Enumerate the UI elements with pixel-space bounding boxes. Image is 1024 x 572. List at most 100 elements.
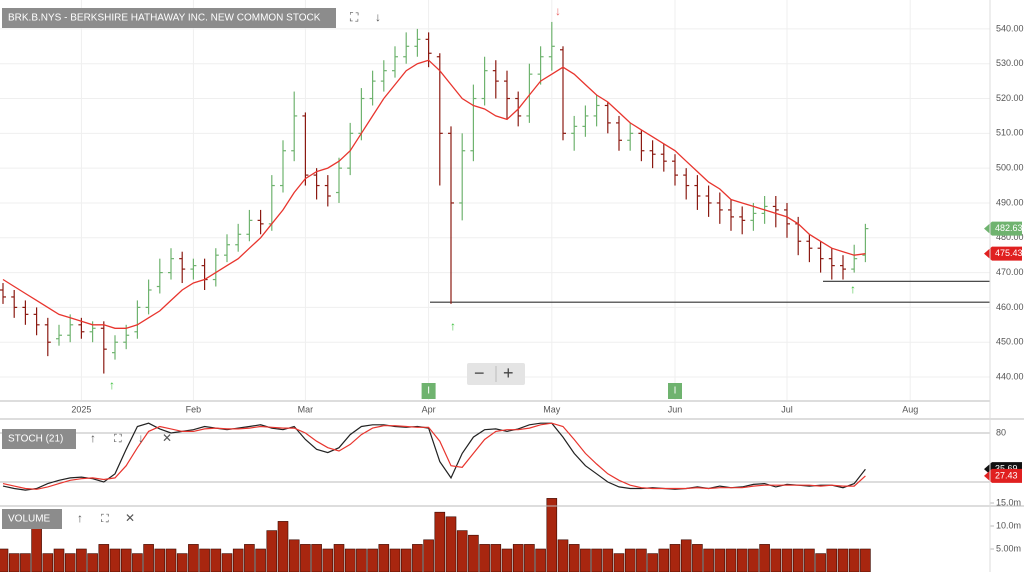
volume-bar bbox=[42, 553, 54, 572]
volume-bar bbox=[636, 548, 647, 572]
panel-title-box bbox=[2, 509, 62, 529]
volume-bar bbox=[232, 548, 244, 572]
volume-bar bbox=[266, 530, 278, 572]
move-down-icon[interactable]: ↓ bbox=[138, 431, 144, 445]
volume-bar bbox=[322, 548, 334, 572]
volume-bar bbox=[356, 548, 367, 572]
volume-bar bbox=[20, 553, 31, 572]
volume-bar bbox=[792, 548, 804, 572]
volume-bar bbox=[288, 539, 300, 572]
y-tick-label: 450.00 bbox=[996, 337, 1024, 347]
volume-bar bbox=[815, 553, 826, 572]
y-tick-label: 460.00 bbox=[996, 302, 1024, 312]
volume-bar bbox=[714, 548, 726, 572]
volume-bar bbox=[199, 548, 210, 572]
y-tick-label: 80 bbox=[996, 427, 1006, 437]
volume-bar bbox=[311, 544, 322, 572]
y-tick-label: 480.00 bbox=[996, 232, 1024, 242]
y-tick-label: 440.00 bbox=[996, 371, 1024, 381]
volume-bar bbox=[389, 548, 401, 572]
volume-bar bbox=[400, 548, 412, 572]
close-icon[interactable]: ✕ bbox=[125, 511, 135, 525]
sma-line bbox=[2, 59, 866, 329]
volume-bar bbox=[109, 548, 121, 572]
value-badge bbox=[984, 246, 1022, 261]
maximize-icon[interactable]: ⛶ bbox=[114, 433, 122, 445]
volume-bar bbox=[0, 548, 9, 572]
move-up-icon[interactable]: ↑ bbox=[90, 431, 96, 445]
volume-bar bbox=[580, 548, 591, 572]
volume-bar bbox=[759, 544, 770, 572]
y-tick-label: 540.00 bbox=[996, 23, 1024, 33]
volume-bar bbox=[512, 544, 524, 572]
x-tick-label: May bbox=[543, 404, 561, 414]
volume-bar bbox=[848, 548, 860, 572]
volume-bar bbox=[456, 530, 468, 572]
value-label: 35.69 bbox=[995, 464, 1018, 474]
volume-bar bbox=[76, 548, 87, 572]
zoom-in-button[interactable]: + bbox=[503, 363, 514, 383]
volume-bar bbox=[725, 548, 737, 572]
move-up-icon[interactable]: ↑ bbox=[77, 511, 83, 525]
x-tick-label: Mar bbox=[298, 404, 314, 414]
event-marker bbox=[668, 383, 682, 399]
volume-bar bbox=[132, 553, 143, 572]
y-tick-label: 500.00 bbox=[996, 163, 1024, 173]
volume-bar bbox=[255, 548, 266, 572]
volume-bar bbox=[524, 544, 535, 572]
x-tick-label: Jul bbox=[781, 404, 793, 414]
sell-arrow: ↓ bbox=[555, 4, 561, 18]
stoch-line bbox=[2, 422, 866, 490]
volume-bar bbox=[244, 544, 255, 572]
event-label: I bbox=[674, 386, 677, 397]
volume-bar bbox=[434, 511, 446, 572]
volume-bar bbox=[658, 548, 670, 572]
y-tick-label: 490.00 bbox=[996, 197, 1024, 207]
y-tick-label: 530.00 bbox=[996, 58, 1024, 68]
volume-bar bbox=[557, 539, 569, 572]
volume-bar bbox=[770, 548, 782, 572]
panel-title-box bbox=[2, 429, 76, 449]
volume-bar bbox=[64, 553, 76, 572]
value-label: 475.43 bbox=[995, 248, 1023, 258]
maximize-icon[interactable]: ⛶ bbox=[101, 513, 109, 525]
volume-bar bbox=[300, 544, 311, 572]
volume-bar bbox=[412, 544, 423, 572]
y-tick-label: 510.00 bbox=[996, 128, 1024, 138]
zoom-out-button[interactable]: − bbox=[474, 363, 485, 383]
volume-bar bbox=[31, 525, 42, 572]
volume-bar bbox=[736, 548, 748, 572]
y-tick-label: 15.0m bbox=[996, 497, 1021, 507]
close-icon[interactable]: ✕ bbox=[162, 431, 172, 445]
volume-bar bbox=[120, 548, 132, 572]
x-tick-label: Feb bbox=[186, 404, 202, 414]
volume-bar bbox=[143, 544, 154, 572]
y-tick-label: 5.00m bbox=[996, 543, 1021, 553]
volume-bar bbox=[53, 548, 65, 572]
x-tick-label: Aug bbox=[902, 404, 918, 414]
volume-bar bbox=[501, 548, 513, 572]
volume-bar bbox=[748, 548, 759, 572]
buy-arrow: ↑ bbox=[850, 282, 856, 296]
chart-title: BRK.B.NYS - BERKSHIRE HATHAWAY INC. NEW … bbox=[8, 13, 321, 24]
volume-bar bbox=[479, 544, 490, 572]
volume-bar bbox=[423, 539, 434, 572]
volume-bar bbox=[87, 553, 98, 572]
value-label: 482.63 bbox=[995, 223, 1023, 233]
volume-bar bbox=[468, 534, 479, 572]
x-tick-label: Jun bbox=[668, 404, 683, 414]
panel-title: VOLUME bbox=[8, 514, 51, 525]
volume-bar bbox=[165, 548, 177, 572]
buy-arrow: ↑ bbox=[109, 378, 115, 392]
volume-bar bbox=[624, 548, 636, 572]
volume-bar bbox=[277, 521, 289, 572]
event-label: I bbox=[427, 386, 430, 397]
volume-bar bbox=[602, 548, 614, 572]
maximize-icon[interactable]: ⛶ bbox=[349, 10, 359, 24]
volume-bar bbox=[8, 553, 20, 572]
volume-bar bbox=[591, 548, 602, 572]
title-box bbox=[2, 8, 336, 28]
move-down-icon[interactable]: ↓ bbox=[375, 10, 381, 24]
volume-bar bbox=[154, 548, 166, 572]
